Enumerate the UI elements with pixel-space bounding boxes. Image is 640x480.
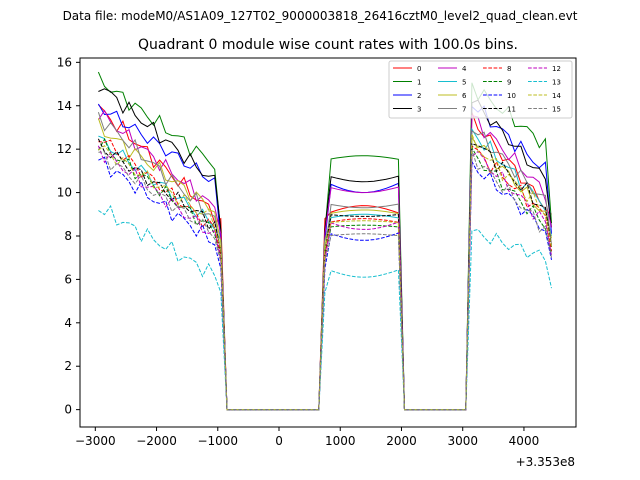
- legend-label-15: 15: [552, 106, 561, 114]
- legend-label-1: 1: [417, 79, 421, 87]
- plot-lines: [97, 71, 552, 411]
- y-tick-label: 4: [64, 316, 72, 330]
- y-tick-label: 6: [64, 272, 72, 286]
- y-tick-label: 12: [57, 142, 72, 156]
- series-line-12: [97, 145, 552, 411]
- legend-label-3: 3: [417, 106, 421, 114]
- series-line-10: [98, 156, 552, 411]
- axes-frame: [79, 57, 577, 428]
- legend-label-10: 10: [507, 92, 516, 100]
- y-tick-label: 14: [57, 99, 72, 113]
- series-line-3: [98, 88, 552, 411]
- series-line-0: [98, 104, 552, 411]
- figure-suptitle: Data file: modeM0/AS1A09_127T02_90000038…: [63, 9, 578, 23]
- x-axis: −3000 −2000 −1000 0 1000 2000 3000 4000: [75, 427, 539, 448]
- legend-label-2: 2: [417, 92, 421, 100]
- series-line-14: [98, 133, 552, 411]
- x-tick-label: 3000: [447, 434, 478, 448]
- legend-label-5: 5: [462, 79, 466, 87]
- legend-label-8: 8: [507, 65, 511, 73]
- legend-label-7: 7: [462, 106, 466, 114]
- y-tick-label: 2: [64, 359, 72, 373]
- x-tick-label: 2000: [386, 434, 417, 448]
- legend-label-12: 12: [552, 65, 561, 73]
- series-line-4: [97, 109, 552, 411]
- series-line-11: [97, 138, 552, 411]
- series-line-7: [97, 112, 552, 411]
- legend-label-9: 9: [507, 79, 511, 87]
- x-tick-label: −2000: [136, 434, 177, 448]
- legend-label-0: 0: [417, 65, 421, 73]
- legend-label-4: 4: [462, 65, 467, 73]
- legend-label-13: 13: [552, 79, 561, 87]
- y-tick-label: 16: [57, 55, 72, 69]
- legend-box: [388, 60, 573, 119]
- y-tick-label: 8: [64, 229, 72, 243]
- x-tick-label: −3000: [75, 434, 116, 448]
- legend-label-11: 11: [507, 106, 516, 114]
- series-line-2: [97, 103, 552, 411]
- y-axis: 0 2 4 6 8 10 12 14 16: [57, 55, 80, 417]
- series-line-5: [98, 127, 552, 411]
- series-line-15: [98, 149, 552, 411]
- x-tick-label: −1000: [197, 434, 238, 448]
- y-tick-label: 10: [57, 186, 72, 200]
- legend-label-14: 14: [552, 92, 561, 100]
- x-tick-label: 0: [275, 434, 283, 448]
- x-tick-label: 4000: [509, 434, 540, 448]
- x-tick-label: 1000: [325, 434, 356, 448]
- series-line-9: [97, 138, 552, 411]
- legend-label-6: 6: [462, 92, 467, 100]
- x-offset-label: +3.353e8: [516, 455, 575, 469]
- chart-title: Quadrant 0 module wise count rates with …: [138, 37, 518, 53]
- y-tick-label: 0: [64, 403, 72, 417]
